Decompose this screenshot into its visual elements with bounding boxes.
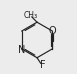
Text: CH₃: CH₃ xyxy=(23,11,38,20)
Text: O: O xyxy=(49,26,56,36)
Text: F: F xyxy=(40,60,45,70)
Text: N: N xyxy=(18,45,25,55)
